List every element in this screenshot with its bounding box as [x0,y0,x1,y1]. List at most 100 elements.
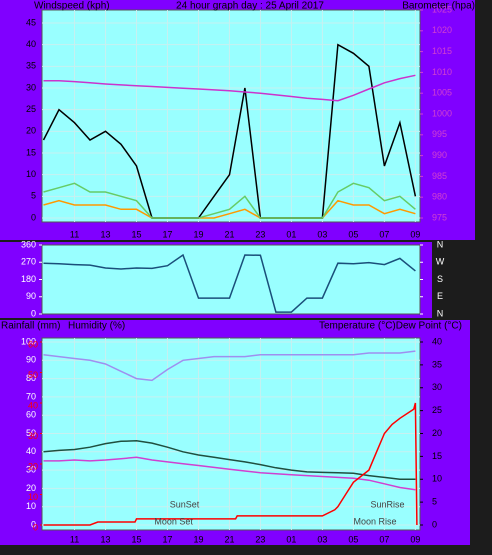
series-line [43,74,416,102]
y-tick-label: 80 [26,373,36,383]
y2-tick-label: 1020 [432,25,452,35]
x-tick-label: 19 [193,534,203,544]
x-tick-label: 17 [162,229,172,239]
series-line [42,43,417,219]
y2-tick-label: 5 [432,497,437,507]
y-tick-label: 60 [26,410,36,420]
y2-tick-label: 1000 [432,108,452,118]
y-tick-label: 20 [26,126,36,136]
y-tick-label: 360 [21,239,36,249]
y-tick-label: 15 [26,147,36,157]
x-tick-label: 05 [348,229,358,239]
y2-axis-label: Temperature (°C)Dew Point (°C) [319,321,462,332]
x-tick-label: 17 [162,534,172,544]
plot-area [41,244,421,315]
chart-title: 24 hour graph day : 25 April 2017 [176,1,324,12]
plot-area [41,9,421,223]
y2-axis-label: Barometer (hpa) [402,1,475,12]
y-tick-label: 40 [26,446,36,456]
y3-tick-label: 40 [28,400,38,410]
x-tick-label: 09 [410,534,420,544]
series-line [43,350,416,382]
x-tick-label: 13 [101,229,111,239]
y2-tick-label: E [437,291,443,301]
y2-tick-label: 30 [432,382,442,392]
x-tick-label: 03 [317,229,327,239]
y-tick-label: 70 [26,391,36,401]
series-line [43,253,416,313]
x-tick-label: 07 [379,534,389,544]
x-tick-label: 21 [224,229,234,239]
y-tick-label: 30 [26,82,36,92]
y-tick-label: 0 [31,308,36,318]
y-tick-label: 45 [26,17,36,27]
y-tick-label: 5 [31,191,36,201]
y-tick-label: 90 [26,355,36,365]
x-tick-label: 11 [70,229,79,239]
y2-tick-label: N [437,239,444,249]
y-tick-label: 10 [26,501,36,511]
y-tick-label: 270 [21,257,36,267]
x-tick-label: 13 [101,534,111,544]
y2-tick-label: 10 [432,474,442,484]
annotation: SunRise [370,499,404,509]
y-tick-label: 30 [26,464,36,474]
y2-tick-label: 980 [432,192,447,202]
series-line [43,402,418,526]
y-tick-label: 0 [31,212,36,222]
annotation: Moon Set [154,516,193,526]
y-tick-label: 180 [21,274,36,284]
x-tick-label: 01 [286,229,296,239]
y-tick-label: 10 [26,169,36,179]
y2-tick-label: S [437,274,443,284]
series-line [43,182,416,219]
y-tick-label: 25 [26,104,36,114]
x-tick-label: 23 [255,229,265,239]
x-tick-label: 01 [286,534,296,544]
y2-tick-label: 40 [432,336,442,346]
series-line [43,456,416,491]
y3-tick-label: 10 [28,492,38,502]
y3-tick-label: 50 [28,370,38,380]
y-tick-label: 90 [26,291,36,301]
y2-tick-label: 25 [432,405,442,415]
y2-tick-label: 35 [432,359,442,369]
x-tick-label: 03 [317,534,327,544]
x-tick-label: 19 [193,229,203,239]
y2-tick-label: 990 [432,150,447,160]
y3-axis-label: Rainfall (mm) [1,321,60,332]
x-tick-label: 15 [131,229,141,239]
y2-tick-label: 20 [432,428,442,438]
y2-tick-label: 975 [432,212,447,222]
y2-tick-label: 1015 [432,46,452,56]
x-tick-label: 07 [379,229,389,239]
y2-tick-label: 0 [432,519,437,529]
y3-tick-label: 30 [28,431,38,441]
y3-tick-label: 60 [28,339,38,349]
annotation: SunSet [170,499,200,509]
y-tick-label: 35 [26,61,36,71]
y-tick-label: 0 [31,519,36,529]
y2-tick-label: N [437,308,444,318]
y2-tick-label: 995 [432,129,447,139]
y2-tick-label: 985 [432,171,447,181]
x-tick-label: 15 [131,534,141,544]
series-line [43,199,416,219]
y2-tick-label: 1025 [432,4,452,14]
y-tick-label: 100 [21,336,36,346]
x-tick-label: 21 [224,534,234,544]
y2-tick-label: W [436,257,445,267]
x-tick-label: 23 [255,534,265,544]
x-tick-label: 09 [410,229,420,239]
y-axis-label: Windspeed (kph) [34,1,110,12]
y-axis-label: Humidity (%) [68,321,125,332]
y-tick-label: 20 [26,483,36,493]
x-tick-label: 05 [348,534,358,544]
x-tick-label: 11 [70,534,79,544]
y2-tick-label: 1005 [432,88,452,98]
series-line [43,440,416,481]
y3-tick-label: 0 [33,522,38,532]
y-tick-label: 40 [26,39,36,49]
